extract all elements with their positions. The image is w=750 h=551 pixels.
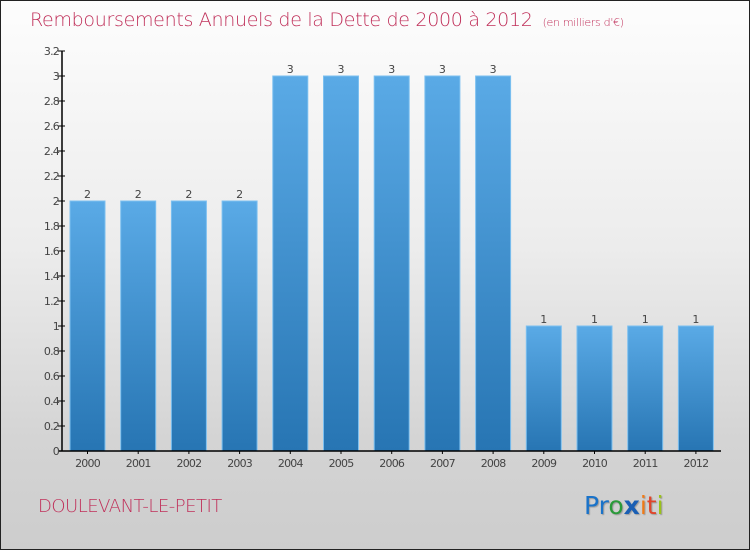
bar-2003 — [221, 200, 258, 452]
y-tick-label: 2.8 — [44, 95, 60, 108]
x-tick-label-2005: 2005 — [329, 457, 355, 470]
y-tick-label: 0.4 — [44, 395, 60, 408]
y-tick-label: 1.8 — [44, 220, 60, 233]
x-tick-label-2001: 2001 — [126, 457, 151, 470]
proxiti-logo[interactable]: Proxiti — [584, 491, 664, 520]
bar-2010 — [576, 325, 613, 452]
bar-2006 — [373, 75, 410, 452]
logo-letter: i — [656, 491, 664, 520]
data-label-2006: 3 — [388, 63, 395, 76]
logo-letter: r — [598, 491, 609, 520]
x-tick-label-2012: 2012 — [684, 457, 709, 470]
y-tick-label: 2.2 — [44, 170, 59, 183]
logo-letter: o — [608, 491, 624, 520]
y-tick-label: 2.4 — [44, 145, 60, 158]
x-tick-label-2003: 2003 — [227, 457, 253, 470]
y-tick-label: 1.4 — [44, 270, 60, 283]
chart-subtitle: (en milliers d'€) — [542, 16, 624, 29]
bar-2001 — [120, 200, 157, 452]
data-label-2011: 1 — [642, 313, 649, 326]
data-label-2009: 1 — [540, 313, 547, 326]
y-tick-label: 3.2 — [44, 45, 59, 58]
y-tick-label: 1.2 — [44, 295, 59, 308]
bar-2000 — [69, 200, 106, 452]
chart-title-text: Remboursements Annuels de la Dette de 20… — [30, 9, 533, 31]
data-label-2012: 1 — [692, 313, 699, 326]
x-tick-label-2002: 2002 — [177, 457, 202, 470]
bar-2007 — [424, 75, 461, 452]
data-label-2001: 2 — [135, 188, 142, 201]
commune-name: DOULEVANT-LE-PETIT — [38, 496, 222, 517]
bar-2011 — [627, 325, 664, 452]
data-label-2000: 2 — [84, 188, 91, 201]
data-label-2008: 3 — [490, 63, 497, 76]
x-tick-label-2008: 2008 — [481, 457, 507, 470]
data-label-2003: 2 — [236, 188, 243, 201]
bars-group: 2 2 2 2 3 3 3 3 3 1 1 1 1 — [69, 63, 714, 452]
y-tick-label: 0.6 — [44, 370, 60, 383]
logo-letter: t — [646, 491, 657, 520]
y-tick-label: 2 — [53, 195, 59, 208]
bar-2008 — [475, 75, 512, 452]
axes-group: 2000 2001 2002 2003 2004 2005 2006 2007 2008 2009… — [44, 45, 721, 470]
x-tick-label-2000: 2000 — [75, 457, 101, 470]
data-label-2002: 2 — [185, 188, 192, 201]
bar-2012 — [677, 325, 714, 452]
logo-letter: P — [584, 491, 599, 520]
bar-2002 — [170, 200, 207, 452]
data-label-2004: 3 — [287, 63, 294, 76]
y-tick-label: 0.2 — [44, 420, 59, 433]
bar-2004 — [272, 75, 309, 452]
y-tick-label: 3 — [53, 70, 60, 83]
x-tick-label-2004: 2004 — [278, 457, 304, 470]
data-label-2005: 3 — [338, 63, 345, 76]
bar-2005 — [323, 75, 359, 452]
chart-title: Remboursements Annuels de la Dette de 20… — [30, 9, 624, 31]
x-tick-label-2009: 2009 — [531, 457, 557, 470]
y-tick-label: 1 — [53, 320, 59, 333]
bar-2009 — [525, 325, 562, 452]
logo-letter: i — [639, 491, 647, 520]
y-tick-label: 2.6 — [44, 120, 60, 133]
data-label-2010: 1 — [591, 313, 598, 326]
x-tick-label-2007: 2007 — [430, 457, 456, 470]
x-tick-label-2006: 2006 — [379, 457, 405, 470]
y-tick-label: 0 — [53, 445, 60, 458]
y-tick-label: 0.8 — [44, 345, 60, 358]
data-label-2007: 3 — [439, 63, 446, 76]
x-tick-label-2010: 2010 — [582, 457, 608, 470]
x-tick-label-2011: 2011 — [633, 457, 658, 470]
logo-letter: x — [623, 491, 640, 520]
y-tick-label: 1.6 — [44, 245, 60, 258]
